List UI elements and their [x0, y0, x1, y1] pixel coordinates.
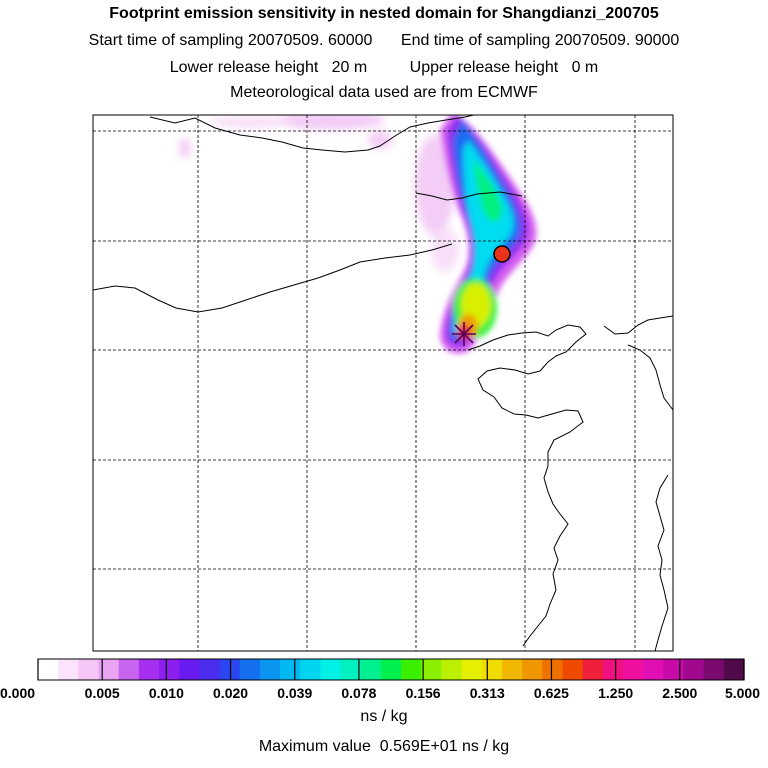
- release-point-marker: [452, 322, 476, 346]
- lower-height-value: 20 m: [331, 59, 368, 76]
- faint-plume: [179, 115, 459, 272]
- legend-tick-label: 2.500: [662, 685, 697, 701]
- legend-tick-label: 0.000: [0, 685, 35, 701]
- color-legend-bar: [37, 658, 745, 681]
- legend-tick-label: 0.020: [213, 685, 248, 701]
- start-time-label: Start time of sampling: [88, 32, 244, 49]
- province-line-1: [415, 191, 523, 201]
- legend-swatch: [118, 659, 140, 680]
- border-north: [149, 115, 476, 153]
- legend-swatch: [179, 659, 200, 680]
- legend-swatch: [300, 659, 321, 680]
- maximum-value-number: 0.569E+01 ns / kg: [379, 738, 510, 755]
- legend-swatch: [441, 659, 463, 680]
- legend-swatch: [542, 659, 564, 680]
- legend-swatch: [562, 659, 584, 680]
- maximum-value-label: Maximum value: [258, 738, 371, 755]
- legend-swatch: [320, 659, 342, 680]
- legend-tick-label: 1.250: [598, 685, 633, 701]
- legend-tick-label: 0.005: [85, 685, 120, 701]
- plume-layers: [440, 115, 537, 354]
- legend-swatch: [280, 659, 301, 680]
- legend-swatch: [78, 659, 100, 680]
- release-heights: Lower release height 20 m Upper release …: [0, 59, 768, 77]
- legend-swatch: [643, 659, 664, 680]
- start-time-value: 20070509. 60000: [247, 32, 373, 49]
- upper-height-label: Upper release height: [409, 59, 559, 76]
- coastline-northeast: [627, 344, 673, 411]
- legend-swatch: [461, 659, 483, 680]
- legend-swatch: [58, 659, 79, 680]
- legend-tick-label: 0.078: [341, 685, 376, 701]
- legend-swatch: [380, 659, 402, 680]
- legend-swatch: [360, 659, 382, 680]
- coastline-east: [467, 324, 587, 647]
- legend-swatch: [683, 659, 705, 680]
- legend-swatch: [522, 659, 543, 680]
- province-line-2: [93, 243, 453, 313]
- legend-tick-label: 0.625: [534, 685, 569, 701]
- boundaries: [93, 115, 673, 651]
- legend-swatch: [421, 659, 443, 680]
- end-time-value: 20070509. 90000: [554, 32, 680, 49]
- legend-tick-label: 0.039: [277, 685, 312, 701]
- coastline-peninsula: [603, 315, 673, 335]
- maximum-value: Maximum value 0.569E+01 ns / kg: [0, 738, 768, 756]
- legend-swatch: [199, 659, 221, 680]
- legend-tick-label: 0.156: [406, 685, 441, 701]
- legend-swatch: [159, 659, 180, 680]
- legend-swatch: [239, 659, 261, 680]
- end-time-label: End time of sampling: [400, 32, 551, 49]
- legend-swatch: [501, 659, 523, 680]
- color-legend-ticks: [37, 659, 745, 680]
- legend-swatch: [138, 659, 160, 680]
- legend-swatch: [481, 659, 503, 680]
- legend-tick-label: 5.000: [725, 685, 760, 701]
- legend-swatch: [98, 659, 120, 680]
- sampling-times: Start time of sampling 20070509. 60000 E…: [0, 32, 768, 50]
- legend-swatch: [401, 659, 422, 680]
- legend-swatch: [582, 659, 604, 680]
- map-frame: [92, 114, 674, 652]
- map-title: Footprint emission sensitivity in nested…: [109, 5, 659, 22]
- legend-swatch: [602, 659, 624, 680]
- coastline-southeast: [654, 474, 669, 651]
- legend-swatch: [703, 659, 725, 680]
- color-legend-labels: 0.000 0.005 0.010 0.020 0.039 0.078 0.156 0.313…: [0, 685, 760, 701]
- met-data-line: Meteorological data used are from ECMWF: [230, 84, 538, 101]
- lat-lon-grid: [93, 115, 673, 651]
- legend-swatch: [723, 659, 745, 680]
- lower-height-label: Lower release height: [169, 59, 319, 76]
- station-marker: [493, 245, 511, 263]
- legend-swatch: [663, 659, 685, 680]
- legend-swatch: [259, 659, 281, 680]
- legend-swatch: [622, 659, 644, 680]
- legend-tick-label: 0.010: [149, 685, 184, 701]
- legend-units: ns / kg: [360, 708, 408, 725]
- plume-green: [474, 160, 503, 222]
- legend-tick-label: 0.313: [470, 685, 505, 701]
- legend-swatch: [219, 659, 241, 680]
- legend-swatch: [340, 659, 362, 680]
- upper-height-value: 0 m: [571, 59, 599, 76]
- legend-swatch: [38, 659, 59, 680]
